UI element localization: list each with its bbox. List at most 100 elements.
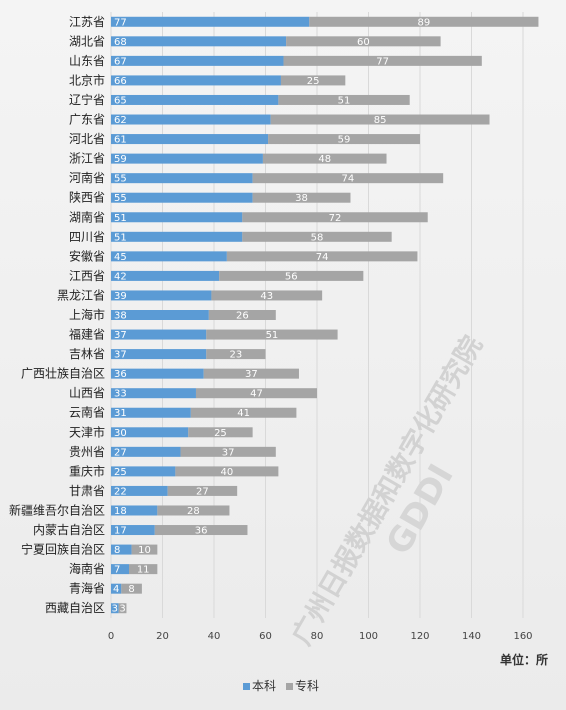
- bar-zhuanke: [286, 36, 441, 47]
- legend-label: 专科: [295, 678, 319, 693]
- bar-benke: [111, 270, 220, 281]
- data-label: 85: [374, 115, 387, 126]
- category-label: 安徽省: [69, 248, 105, 263]
- bar-benke: [111, 505, 158, 516]
- data-label: 18: [114, 506, 127, 517]
- data-label: 65: [114, 95, 127, 106]
- bar-zhuanke: [131, 544, 158, 555]
- data-label: 27: [114, 447, 127, 458]
- category-label: 湖南省: [69, 209, 105, 224]
- bar-zhuanke: [211, 290, 323, 301]
- bar-benke: [111, 310, 209, 320]
- data-label: 61: [114, 135, 127, 146]
- bar-zhuanke: [252, 173, 444, 184]
- category-label: 广东省: [69, 113, 105, 127]
- data-label: 42: [114, 271, 127, 282]
- data-label: 36: [114, 369, 127, 380]
- data-label: 89: [417, 17, 430, 28]
- bar-benke: [111, 114, 271, 125]
- watermark: 广州日报数据和数字化研究院 GDDI: [286, 331, 489, 651]
- category-label: 陕西省: [69, 190, 105, 205]
- watermark-text: 广州日报数据和数字化研究院: [286, 331, 489, 651]
- category-label: 西藏自治区: [45, 601, 105, 615]
- bar-benke: [111, 544, 132, 555]
- category-label: 江西省: [69, 269, 105, 283]
- bar-zhuanke: [283, 55, 482, 66]
- data-label: 59: [114, 154, 127, 165]
- x-axis-ticks: 0 20 40 60 80 100 120 140 160: [108, 631, 533, 642]
- data-label: 37: [222, 447, 235, 458]
- bar-zhuanke: [242, 231, 392, 242]
- bar-benke: [111, 349, 207, 360]
- category-label: 吉林省: [69, 347, 105, 361]
- bar-benke: [111, 16, 310, 27]
- bar-zhuanke: [154, 525, 248, 536]
- category-label: 辽宁省: [69, 92, 105, 107]
- bar-zhuanke: [121, 583, 142, 594]
- category-label: 宁夏回族自治区: [21, 542, 105, 557]
- category-label: 北京市: [69, 72, 105, 87]
- x-tick-label: 20: [156, 631, 169, 642]
- bar-benke: [111, 329, 207, 340]
- data-label: 3: [119, 604, 125, 615]
- data-label: 30: [114, 428, 127, 439]
- bar-benke: [111, 134, 269, 145]
- category-label: 天津市: [69, 424, 105, 439]
- bar-zhuanke: [180, 446, 276, 457]
- data-label: 66: [114, 76, 127, 87]
- category-label: 山东省: [69, 54, 105, 68]
- data-label: 51: [114, 213, 127, 224]
- category-label: 海南省: [69, 561, 105, 576]
- category-label: 贵州省: [69, 445, 105, 459]
- x-tick-label: 100: [359, 631, 378, 642]
- bar-zhuanke: [208, 310, 276, 320]
- bar-zhuanke: [252, 192, 351, 203]
- bar-zhuanke: [167, 485, 238, 496]
- category-label: 甘肃省: [69, 484, 105, 498]
- bar-zhuanke: [268, 134, 420, 145]
- bar-benke: [111, 603, 119, 614]
- category-label: 上海市: [69, 307, 105, 322]
- data-label: 67: [114, 56, 127, 67]
- bar-benke: [111, 153, 263, 164]
- data-label: 77: [376, 56, 389, 67]
- data-label: 40: [221, 467, 234, 478]
- data-label: 41: [237, 408, 250, 419]
- data-label: 51: [114, 232, 127, 243]
- data-label: 37: [114, 350, 127, 361]
- bar-zhuanke: [280, 75, 346, 86]
- x-tick-label: 40: [208, 631, 221, 642]
- data-label: 47: [250, 389, 263, 400]
- data-label: 55: [114, 193, 127, 204]
- data-label: 26: [236, 311, 249, 322]
- category-label: 云南省: [69, 405, 105, 420]
- category-label: 河北省: [69, 132, 105, 146]
- data-label: 31: [114, 408, 127, 419]
- category-label: 黑龙江省: [57, 288, 105, 302]
- bar-zhuanke: [188, 427, 253, 438]
- data-label: 8: [128, 584, 134, 595]
- bar-benke: [111, 94, 279, 105]
- bar-benke: [111, 583, 122, 594]
- category-label: 江苏省: [69, 15, 105, 29]
- category-label: 四川省: [69, 230, 105, 244]
- data-label: 55: [114, 174, 127, 185]
- data-label: 74: [342, 174, 355, 185]
- bar-zhuanke: [206, 349, 266, 360]
- data-label: 51: [266, 330, 279, 341]
- bar-zhuanke: [219, 270, 364, 281]
- data-label: 25: [214, 428, 227, 439]
- bar-zhuanke: [206, 329, 338, 340]
- bar-benke: [111, 212, 243, 223]
- data-label: 51: [338, 95, 351, 106]
- gridlines: [110, 12, 524, 618]
- bar-benke: [111, 290, 212, 301]
- data-label: 22: [114, 486, 127, 497]
- data-label: 77: [114, 17, 127, 28]
- bar-zhuanke: [226, 251, 418, 262]
- data-label: 36: [195, 526, 208, 537]
- data-label: 23: [230, 350, 243, 361]
- bar-benke: [111, 368, 204, 379]
- data-label: 27: [196, 486, 209, 497]
